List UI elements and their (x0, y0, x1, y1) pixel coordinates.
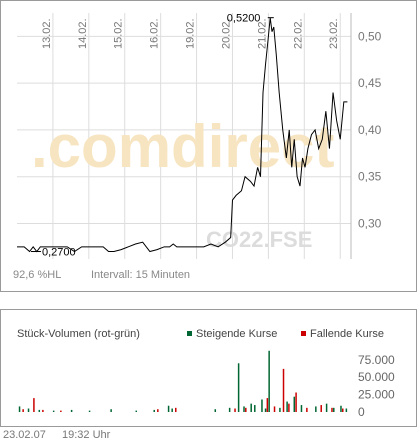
rising-volume-bar (325, 403, 328, 412)
x-tick-label: 13.02. (41, 18, 53, 49)
rising-volume-bar (52, 410, 55, 412)
falling-volume-bar (234, 408, 236, 412)
rising-volume-bar (18, 406, 21, 412)
volume-y-tick-label: 50.000 (358, 370, 395, 384)
x-tick-label: 16.02. (149, 18, 161, 49)
footer-date: 23.02.07 (3, 429, 46, 441)
price-series (17, 17, 348, 253)
legend-rising: Steigende Kurse (187, 328, 277, 340)
rising-volume-bar (293, 396, 296, 412)
rising-volume-bar (243, 406, 245, 412)
falling-volume-bar (22, 409, 24, 412)
rising-volume-bar (88, 410, 91, 412)
legend-falling-label: Fallende Kurse (310, 328, 384, 340)
falling-volume-bar (331, 407, 333, 412)
volume-y-tick-labels: 0 25.000 50.000 75.000 (358, 353, 395, 419)
rising-volume-bar (38, 409, 41, 412)
rising-volume-bar (153, 409, 155, 412)
price-chart: .comdirect CO22.FSE 13.02. 14.02. 15.02. 16… (17, 13, 382, 259)
comdirect-watermark: .comdirect (31, 113, 334, 180)
range-label: 92,6 %HL (13, 269, 62, 281)
volume-y-tick-label: 75.000 (358, 353, 395, 367)
footer-time: 19:32 Uhr (62, 429, 111, 441)
falling-volume-bar (288, 403, 290, 412)
rising-volume-bar (340, 405, 342, 412)
x-tick-label: 20.02. (220, 18, 232, 49)
rising-volume-bar (345, 408, 348, 412)
x-tick-label: 23.02. (328, 18, 340, 49)
rising-volume-bar (70, 409, 73, 412)
price-grid (17, 13, 352, 259)
rising-volume-bar (27, 408, 30, 412)
falling-volume-bar (60, 410, 62, 412)
x-tick-label: 21.02. (256, 18, 268, 49)
rising-volume-bar (110, 409, 112, 412)
rising-volume-bar (228, 407, 231, 412)
falling-volume-bar (306, 407, 308, 412)
rising-volume-bar (286, 401, 288, 412)
rising-volume-bar (315, 406, 317, 412)
x-tick-label: 19.02. (185, 18, 197, 49)
y-tick-label: 0,35 (358, 170, 382, 184)
high-label: 0,5200 (227, 13, 261, 25)
x-tick-label: 22.02. (292, 18, 304, 49)
falling-volume-bar (320, 405, 322, 412)
y-tick-label: 0,30 (358, 216, 382, 230)
rising-volume-bar (135, 410, 138, 412)
rising-volume-bar (214, 409, 217, 412)
legend-rising-label: Steigende Kurse (196, 328, 278, 340)
rising-volume-bar (264, 408, 267, 412)
y-tick-label: 0,50 (358, 29, 382, 43)
falling-volume-bar (342, 408, 344, 412)
falling-volume-bar (273, 406, 276, 412)
y-tick-labels: 0,30 0,35 0,40 0,45 0,50 (358, 29, 382, 230)
rising-volume-bar (171, 408, 173, 412)
symbol-watermark: CO22.FSE (206, 227, 312, 252)
rising-volume-bar (167, 405, 170, 412)
rising-volume-bar (261, 399, 263, 412)
rising-volume-bar (250, 403, 252, 412)
falling-volume-bar (295, 392, 297, 412)
falling-volume-bar (266, 398, 269, 412)
rising-volume-bar (237, 363, 240, 412)
y-tick-label: 0,45 (358, 76, 382, 90)
price-chart-panel: .comdirect CO22.FSE 13.02. 14.02. 15.02. 16… (0, 0, 417, 292)
rising-swatch (187, 330, 192, 336)
rising-volume-bar (254, 405, 256, 412)
volume-y-tick-label: 0 (358, 405, 365, 419)
falling-volume-bar (245, 407, 247, 412)
falling-volume-bar (282, 368, 285, 412)
x-tick-label: 15.02. (113, 18, 125, 49)
volume-chart-panel: 0 25.000 50.000 75.000 Stück-Volumen (rot-g… (0, 309, 417, 427)
falling-volume-bar (157, 409, 159, 412)
rising-volume-bar (300, 405, 303, 412)
falling-volume-bar (33, 398, 35, 412)
volume-chart: 0 25.000 50.000 75.000 (18, 350, 395, 419)
volume-bars (18, 350, 348, 412)
falling-volume-bar (175, 407, 177, 412)
low-label: 0,2700 (42, 247, 76, 259)
falling-volume-bar (42, 409, 44, 412)
rising-volume-bar (279, 407, 281, 412)
rising-volume-bar (333, 407, 335, 412)
volume-title: Stück-Volumen (rot-grün) (17, 328, 140, 340)
x-tick-label: 14.02. (77, 18, 89, 49)
interval-label: Intervall: 15 Minuten (91, 269, 191, 281)
price-line (17, 17, 348, 253)
legend-falling: Fallende Kurse (301, 328, 384, 340)
falling-swatch (301, 330, 306, 336)
volume-y-tick-label: 25.000 (358, 388, 395, 402)
rising-volume-bar (268, 350, 270, 412)
price-annotations: 0,5200 0,2700 (30, 13, 274, 259)
y-tick-label: 0,40 (358, 123, 382, 137)
x-tick-labels: 13.02. 14.02. 15.02. 16.02. 19.02. 20.02. 21.0… (41, 18, 340, 49)
